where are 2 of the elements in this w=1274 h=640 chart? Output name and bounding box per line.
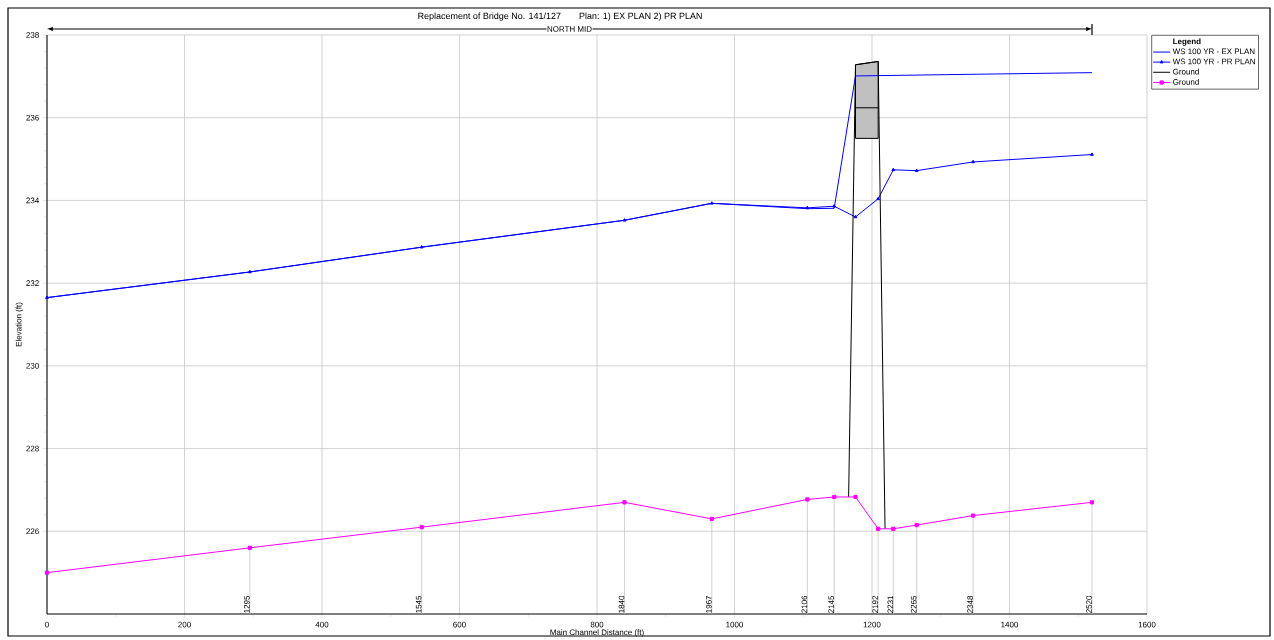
chart-title: Replacement of Bridge No. 141/127	[418, 12, 561, 21]
chart-subtitle: Plan: 1) EX PLAN 2) PR PLAN	[579, 12, 702, 21]
